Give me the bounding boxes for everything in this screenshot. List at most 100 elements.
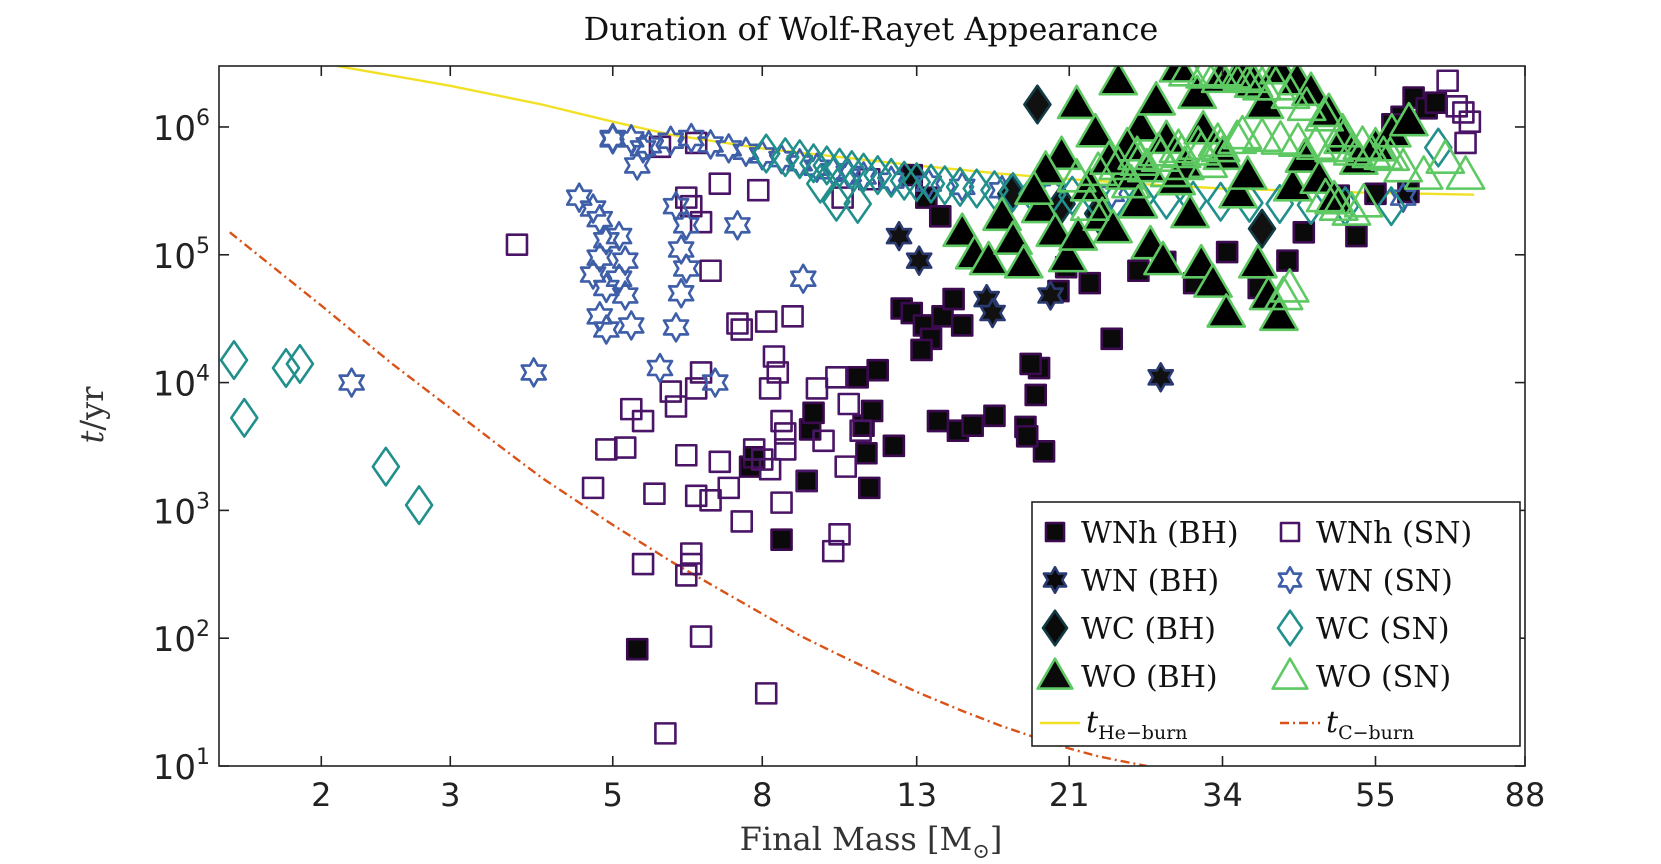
- data-point: [1445, 155, 1486, 190]
- data-point: [1149, 152, 1190, 188]
- data-point: [770, 491, 793, 514]
- data-point: [834, 455, 858, 478]
- data-point: [866, 358, 889, 382]
- data-point: [271, 348, 301, 389]
- data-point: [902, 162, 931, 203]
- data-point: [754, 310, 778, 333]
- x-tick-label: 5: [603, 776, 623, 814]
- data-point: [942, 287, 965, 311]
- data-point: [1143, 240, 1183, 276]
- sun-symbol: ⊙: [972, 839, 990, 863]
- x-tick-label: 8: [752, 776, 772, 814]
- data-point: [1342, 125, 1383, 161]
- data-point: [860, 399, 884, 423]
- legend-marker: [1277, 565, 1303, 595]
- data-point: [1078, 271, 1102, 295]
- data-point: [831, 186, 854, 209]
- data-point: [404, 485, 434, 526]
- data-point: [611, 245, 639, 276]
- data-point: [593, 272, 620, 304]
- data-point: [812, 145, 842, 186]
- data-point: [770, 528, 793, 551]
- data-point: [586, 242, 614, 273]
- data-point: [586, 301, 614, 332]
- data-point: [708, 172, 732, 195]
- legend-label: tC−burn: [1326, 705, 1414, 744]
- data-point: [659, 380, 683, 403]
- data-point: [961, 414, 984, 437]
- y-tick-label: 105: [153, 234, 210, 277]
- data-point: [795, 469, 819, 493]
- legend: WNh (BH) WNh (SN) WN (BH) WN (SN) WC (BH) WC …: [1031, 501, 1521, 747]
- data-point: [1193, 263, 1233, 298]
- chart-title: Duration of Wolf-Rayet Appearance: [584, 10, 1159, 48]
- data-point: [1023, 84, 1052, 125]
- data-point: [773, 438, 797, 461]
- data-point: [677, 122, 705, 154]
- data-point: [593, 314, 620, 345]
- data-point: [905, 245, 933, 276]
- data-point: [1111, 163, 1151, 199]
- data-point: [1188, 143, 1229, 179]
- legend-marker: [1271, 657, 1309, 690]
- data-point: [1197, 66, 1238, 87]
- data-point: [1454, 131, 1477, 155]
- legend-label: WC (BH): [1081, 612, 1216, 647]
- data-point: [646, 352, 674, 384]
- series-wn-bh: [885, 220, 1175, 393]
- data-point: [882, 434, 906, 458]
- data-point: [754, 682, 778, 705]
- data-point: [679, 552, 703, 576]
- data-point: [715, 133, 743, 164]
- data-point: [1024, 383, 1048, 407]
- data-point: [595, 438, 618, 461]
- data-point: [1270, 74, 1311, 110]
- data-point: [1332, 130, 1373, 166]
- data-point: [662, 312, 690, 343]
- data-point: [1376, 186, 1406, 227]
- data-point: [751, 133, 781, 174]
- data-point: [1035, 212, 1076, 248]
- legend-box: [1031, 501, 1521, 747]
- data-point: [1047, 237, 1088, 273]
- data-point: [766, 361, 790, 384]
- data-point: [770, 409, 793, 433]
- data-point: [802, 401, 825, 425]
- data-point: [1292, 220, 1316, 244]
- data-point: [730, 318, 754, 341]
- data-point: [1147, 362, 1175, 393]
- data-point: [837, 392, 861, 416]
- data-point: [684, 484, 708, 508]
- data-point: [928, 205, 952, 228]
- data-point: [605, 263, 633, 294]
- data-point: [926, 409, 950, 433]
- data-point: [1215, 240, 1239, 264]
- x-axis-label: Final Mass [M⊙]: [740, 820, 1003, 863]
- data-point: [1003, 243, 1044, 279]
- data-point: [726, 312, 749, 335]
- legend-marker: [1044, 521, 1066, 543]
- data-point: [664, 395, 688, 418]
- data-point: [1424, 91, 1448, 114]
- data-point: [746, 178, 770, 202]
- x-tick-label: 88: [1505, 776, 1546, 814]
- data-point: [617, 310, 645, 341]
- data-point: [863, 155, 892, 196]
- data-point: [1259, 296, 1299, 332]
- data-point: [1078, 151, 1119, 187]
- x-tick-label: 13: [896, 776, 937, 814]
- legend-label: WNh (BH): [1081, 516, 1239, 551]
- data-point: [983, 404, 1006, 428]
- x-tick-label: 2: [311, 776, 331, 814]
- data-point: [1118, 184, 1159, 219]
- y-tick-label: 101: [153, 745, 210, 788]
- legend-label: tHe−burn: [1086, 705, 1188, 744]
- data-point: [667, 278, 695, 309]
- legend-marker: [1279, 521, 1301, 543]
- data-point: [1037, 280, 1064, 311]
- data-point: [803, 152, 831, 183]
- y-tick-labels: 101 102 103 104 105 106: [153, 106, 210, 788]
- data-point: [229, 397, 259, 438]
- data-point: [611, 280, 639, 311]
